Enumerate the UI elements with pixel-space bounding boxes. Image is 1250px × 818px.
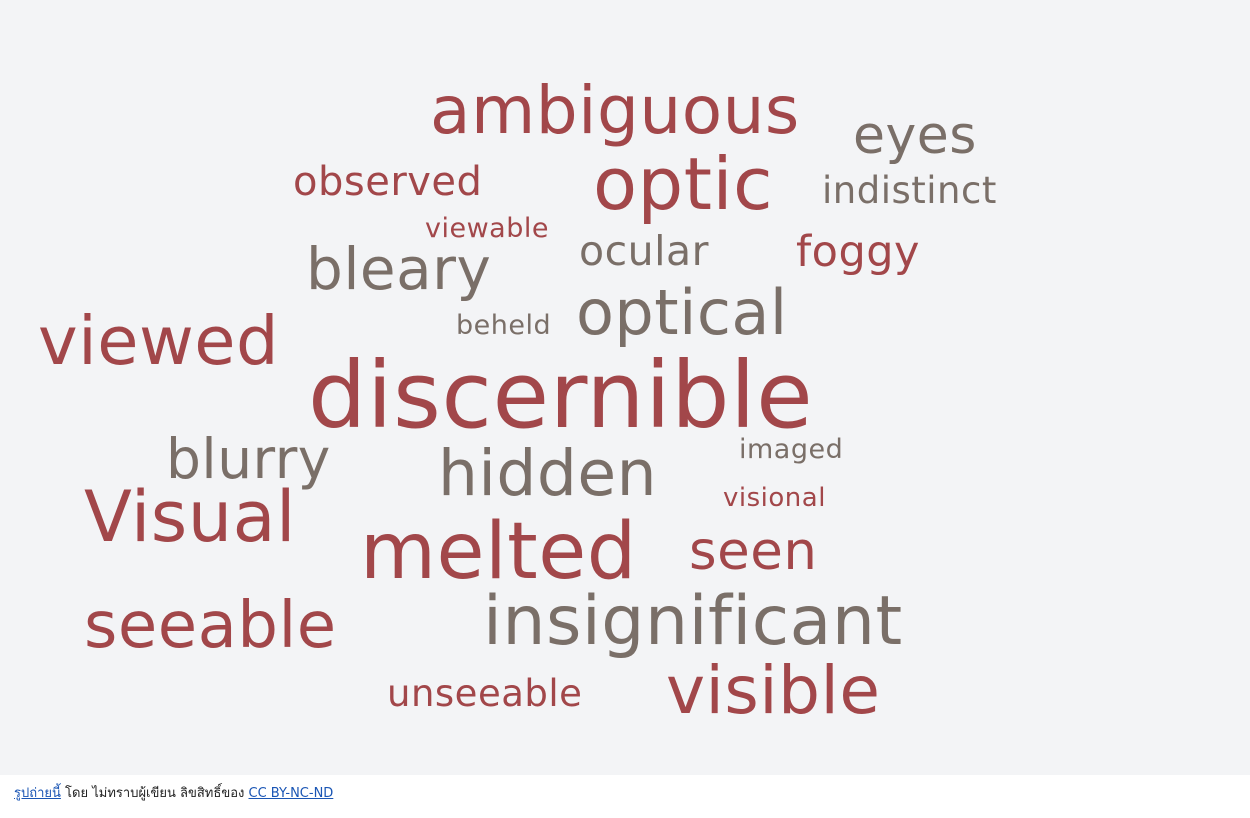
word-visual: Visual bbox=[84, 476, 296, 558]
word-observed: observed bbox=[293, 159, 483, 205]
word-optical: optical bbox=[576, 276, 788, 349]
word-discernible: discernible bbox=[308, 342, 814, 449]
word-indistinct: indistinct bbox=[822, 169, 997, 212]
word-seen: seen bbox=[689, 521, 818, 582]
word-bleary: bleary bbox=[306, 235, 492, 303]
word-ocular: ocular bbox=[579, 227, 709, 275]
word-eyes: eyes bbox=[853, 106, 977, 166]
attribution-text: โดย ไม่ทราบผู้เขียน ลิขสิทธิ์ของ bbox=[60, 786, 249, 801]
word-insignificant: insignificant bbox=[483, 582, 903, 661]
word-visible: visible bbox=[666, 652, 881, 729]
photo-link[interactable]: รูปถ่ายนี้ bbox=[14, 786, 61, 801]
word-viewable: viewable bbox=[425, 213, 549, 244]
word-melted: melted bbox=[360, 507, 637, 597]
license-link[interactable]: CC BY-NC-ND bbox=[248, 786, 334, 801]
word-hidden: hidden bbox=[438, 437, 658, 510]
word-viewed: viewed bbox=[38, 302, 280, 380]
word-beheld: beheld bbox=[456, 310, 552, 341]
word-seeable: seeable bbox=[84, 589, 337, 663]
word-unseeable: unseeable bbox=[387, 672, 583, 715]
word-blurry: blurry bbox=[166, 427, 331, 491]
word-ambiguous: ambiguous bbox=[430, 72, 800, 149]
word-optic: optic bbox=[593, 142, 774, 226]
attribution-caption: รูปถ่ายนี้ โดย ไม่ทราบผู้เขียน ลิขสิทธิ์… bbox=[14, 782, 333, 803]
word-imaged: imaged bbox=[739, 434, 844, 465]
word-foggy: foggy bbox=[796, 227, 920, 277]
word-visional: visional bbox=[723, 483, 826, 513]
word-cloud-image: ambiguous eyes observed optic indistinct… bbox=[0, 0, 1250, 775]
